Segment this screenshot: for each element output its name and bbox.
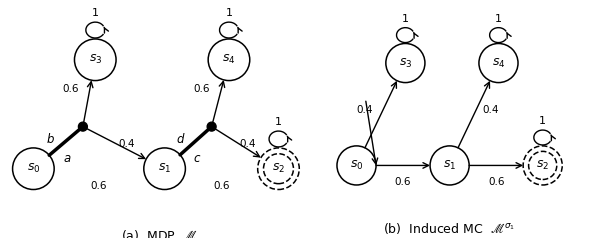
Circle shape	[523, 146, 562, 185]
Text: (a)  MDP  $\mathscr{M}$: (a) MDP $\mathscr{M}$	[122, 228, 198, 238]
Circle shape	[12, 148, 54, 189]
Text: $s_4$: $s_4$	[222, 53, 236, 66]
Text: 1: 1	[402, 14, 409, 24]
Text: $c$: $c$	[193, 152, 201, 165]
Text: 0.4: 0.4	[118, 139, 134, 149]
Text: 0.6: 0.6	[488, 177, 505, 187]
Text: $s_0$: $s_0$	[350, 159, 363, 172]
Circle shape	[479, 44, 518, 83]
Text: (b)  Induced MC  $\mathscr{M}^{\sigma_1}$: (b) Induced MC $\mathscr{M}^{\sigma_1}$	[384, 221, 516, 236]
Circle shape	[144, 148, 185, 189]
Text: $d$: $d$	[176, 132, 185, 146]
Text: 0.6: 0.6	[193, 84, 210, 94]
Text: 0.6: 0.6	[213, 181, 230, 191]
Text: 0.4: 0.4	[356, 104, 373, 114]
Text: $s_3$: $s_3$	[398, 56, 412, 69]
Text: $s_1$: $s_1$	[443, 159, 456, 172]
Text: $s_0$: $s_0$	[26, 162, 40, 175]
Circle shape	[208, 39, 250, 81]
Circle shape	[74, 39, 116, 81]
Text: 1: 1	[495, 14, 502, 24]
Text: $s_2$: $s_2$	[272, 162, 285, 175]
Circle shape	[337, 146, 376, 185]
Circle shape	[430, 146, 469, 185]
Circle shape	[386, 44, 425, 83]
Text: 0.4: 0.4	[239, 139, 256, 149]
Text: $s_1$: $s_1$	[158, 162, 171, 175]
Text: 0.6: 0.6	[91, 181, 107, 191]
Text: $s_4$: $s_4$	[492, 56, 505, 69]
Text: $s_2$: $s_2$	[536, 159, 550, 172]
Text: 1: 1	[91, 8, 99, 18]
Text: 0.6: 0.6	[62, 84, 79, 94]
Circle shape	[258, 148, 299, 189]
Text: 1: 1	[539, 116, 546, 126]
Text: 0.4: 0.4	[482, 104, 499, 114]
Text: $s_3$: $s_3$	[88, 53, 102, 66]
Circle shape	[207, 122, 216, 131]
Text: $a$: $a$	[63, 152, 71, 165]
Text: 0.6: 0.6	[395, 177, 411, 187]
Text: 1: 1	[225, 8, 233, 18]
Text: 1: 1	[275, 117, 282, 127]
Circle shape	[79, 122, 87, 131]
Text: $b$: $b$	[46, 132, 55, 146]
